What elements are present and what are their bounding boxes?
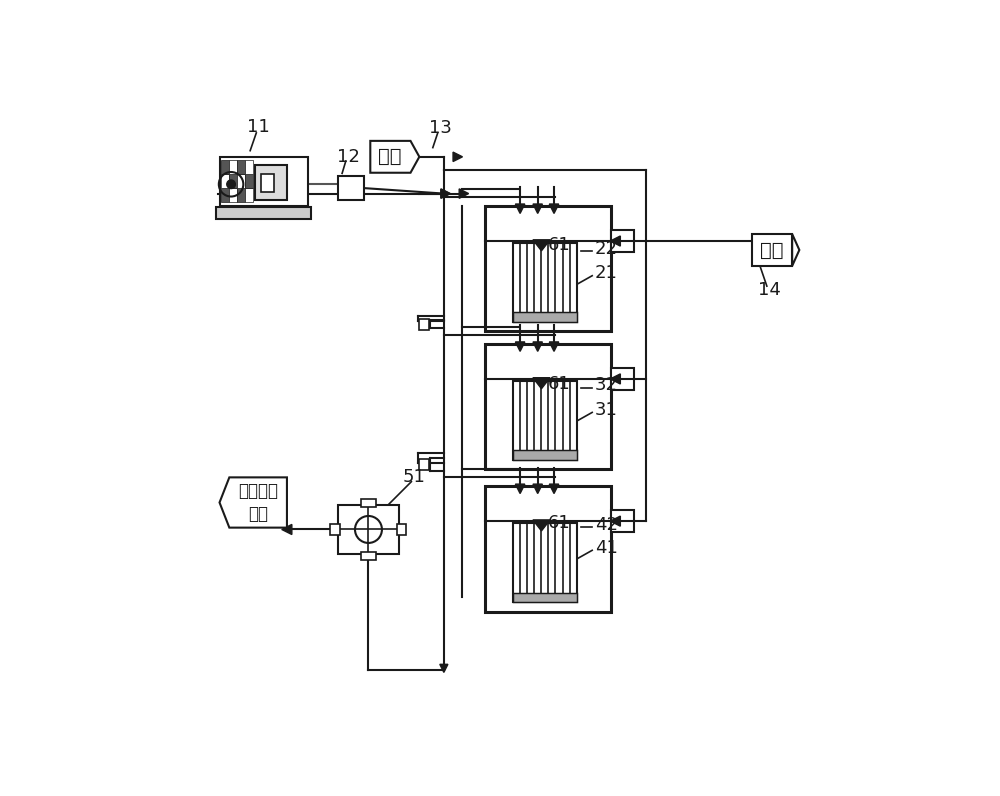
Polygon shape	[610, 374, 620, 384]
Text: 61: 61	[548, 375, 571, 392]
Polygon shape	[610, 236, 620, 246]
Bar	[237, 189, 245, 202]
Polygon shape	[282, 525, 292, 535]
Bar	[237, 161, 245, 174]
Circle shape	[227, 180, 235, 189]
Polygon shape	[533, 342, 542, 351]
Bar	[221, 174, 229, 189]
Bar	[229, 174, 237, 189]
Bar	[485, 344, 611, 470]
Bar	[221, 189, 229, 202]
Bar	[512, 313, 577, 322]
Text: 出水: 出水	[760, 240, 783, 259]
Polygon shape	[549, 484, 559, 494]
Bar	[338, 505, 399, 554]
Bar	[419, 319, 429, 330]
Bar	[361, 499, 376, 507]
Polygon shape	[533, 204, 542, 213]
Text: 14: 14	[758, 282, 781, 299]
Bar	[220, 157, 308, 206]
Bar	[485, 206, 611, 331]
Polygon shape	[792, 234, 799, 266]
Polygon shape	[533, 240, 550, 251]
Bar	[512, 380, 577, 460]
Polygon shape	[515, 204, 525, 213]
Bar	[512, 451, 577, 460]
Bar	[512, 243, 577, 322]
Bar	[512, 523, 577, 603]
Text: 32: 32	[595, 377, 618, 395]
Text: 51: 51	[403, 468, 426, 486]
Bar	[237, 174, 245, 189]
Text: 42: 42	[595, 516, 618, 533]
Polygon shape	[220, 478, 287, 528]
Bar	[221, 161, 229, 174]
Text: 41: 41	[595, 539, 618, 557]
Text: 61: 61	[548, 514, 571, 533]
Polygon shape	[533, 520, 550, 531]
Bar	[419, 459, 429, 470]
Bar	[397, 524, 406, 536]
Polygon shape	[549, 204, 559, 213]
Bar	[261, 174, 274, 192]
Text: 31: 31	[595, 401, 618, 419]
Text: 22: 22	[595, 240, 618, 258]
Bar	[245, 161, 253, 174]
Bar	[245, 174, 253, 189]
Bar	[338, 176, 364, 201]
Polygon shape	[441, 189, 450, 198]
Bar	[611, 510, 634, 532]
Bar	[512, 592, 577, 603]
Bar	[611, 369, 634, 390]
Bar	[216, 207, 311, 220]
Bar	[255, 165, 287, 200]
Text: 进水: 进水	[378, 147, 402, 166]
Bar	[752, 234, 792, 266]
Text: 12: 12	[337, 148, 360, 166]
Polygon shape	[441, 189, 450, 198]
Polygon shape	[515, 342, 525, 351]
Bar	[611, 230, 634, 252]
Polygon shape	[440, 665, 448, 673]
Bar	[330, 524, 340, 536]
Polygon shape	[515, 484, 525, 494]
Text: 61: 61	[548, 236, 571, 254]
Bar	[485, 486, 611, 611]
Bar	[229, 161, 237, 174]
Bar	[245, 189, 253, 202]
Bar	[229, 189, 237, 202]
Polygon shape	[459, 189, 469, 198]
Polygon shape	[549, 342, 559, 351]
Text: 13: 13	[429, 119, 452, 137]
Polygon shape	[370, 141, 419, 173]
Bar	[361, 552, 376, 560]
Text: 21: 21	[595, 264, 618, 283]
Text: 污泥处理
系统: 污泥处理 系统	[239, 482, 279, 523]
Polygon shape	[610, 516, 620, 526]
Polygon shape	[533, 484, 542, 494]
Text: 11: 11	[247, 119, 270, 136]
Polygon shape	[453, 152, 462, 162]
Polygon shape	[533, 378, 550, 388]
